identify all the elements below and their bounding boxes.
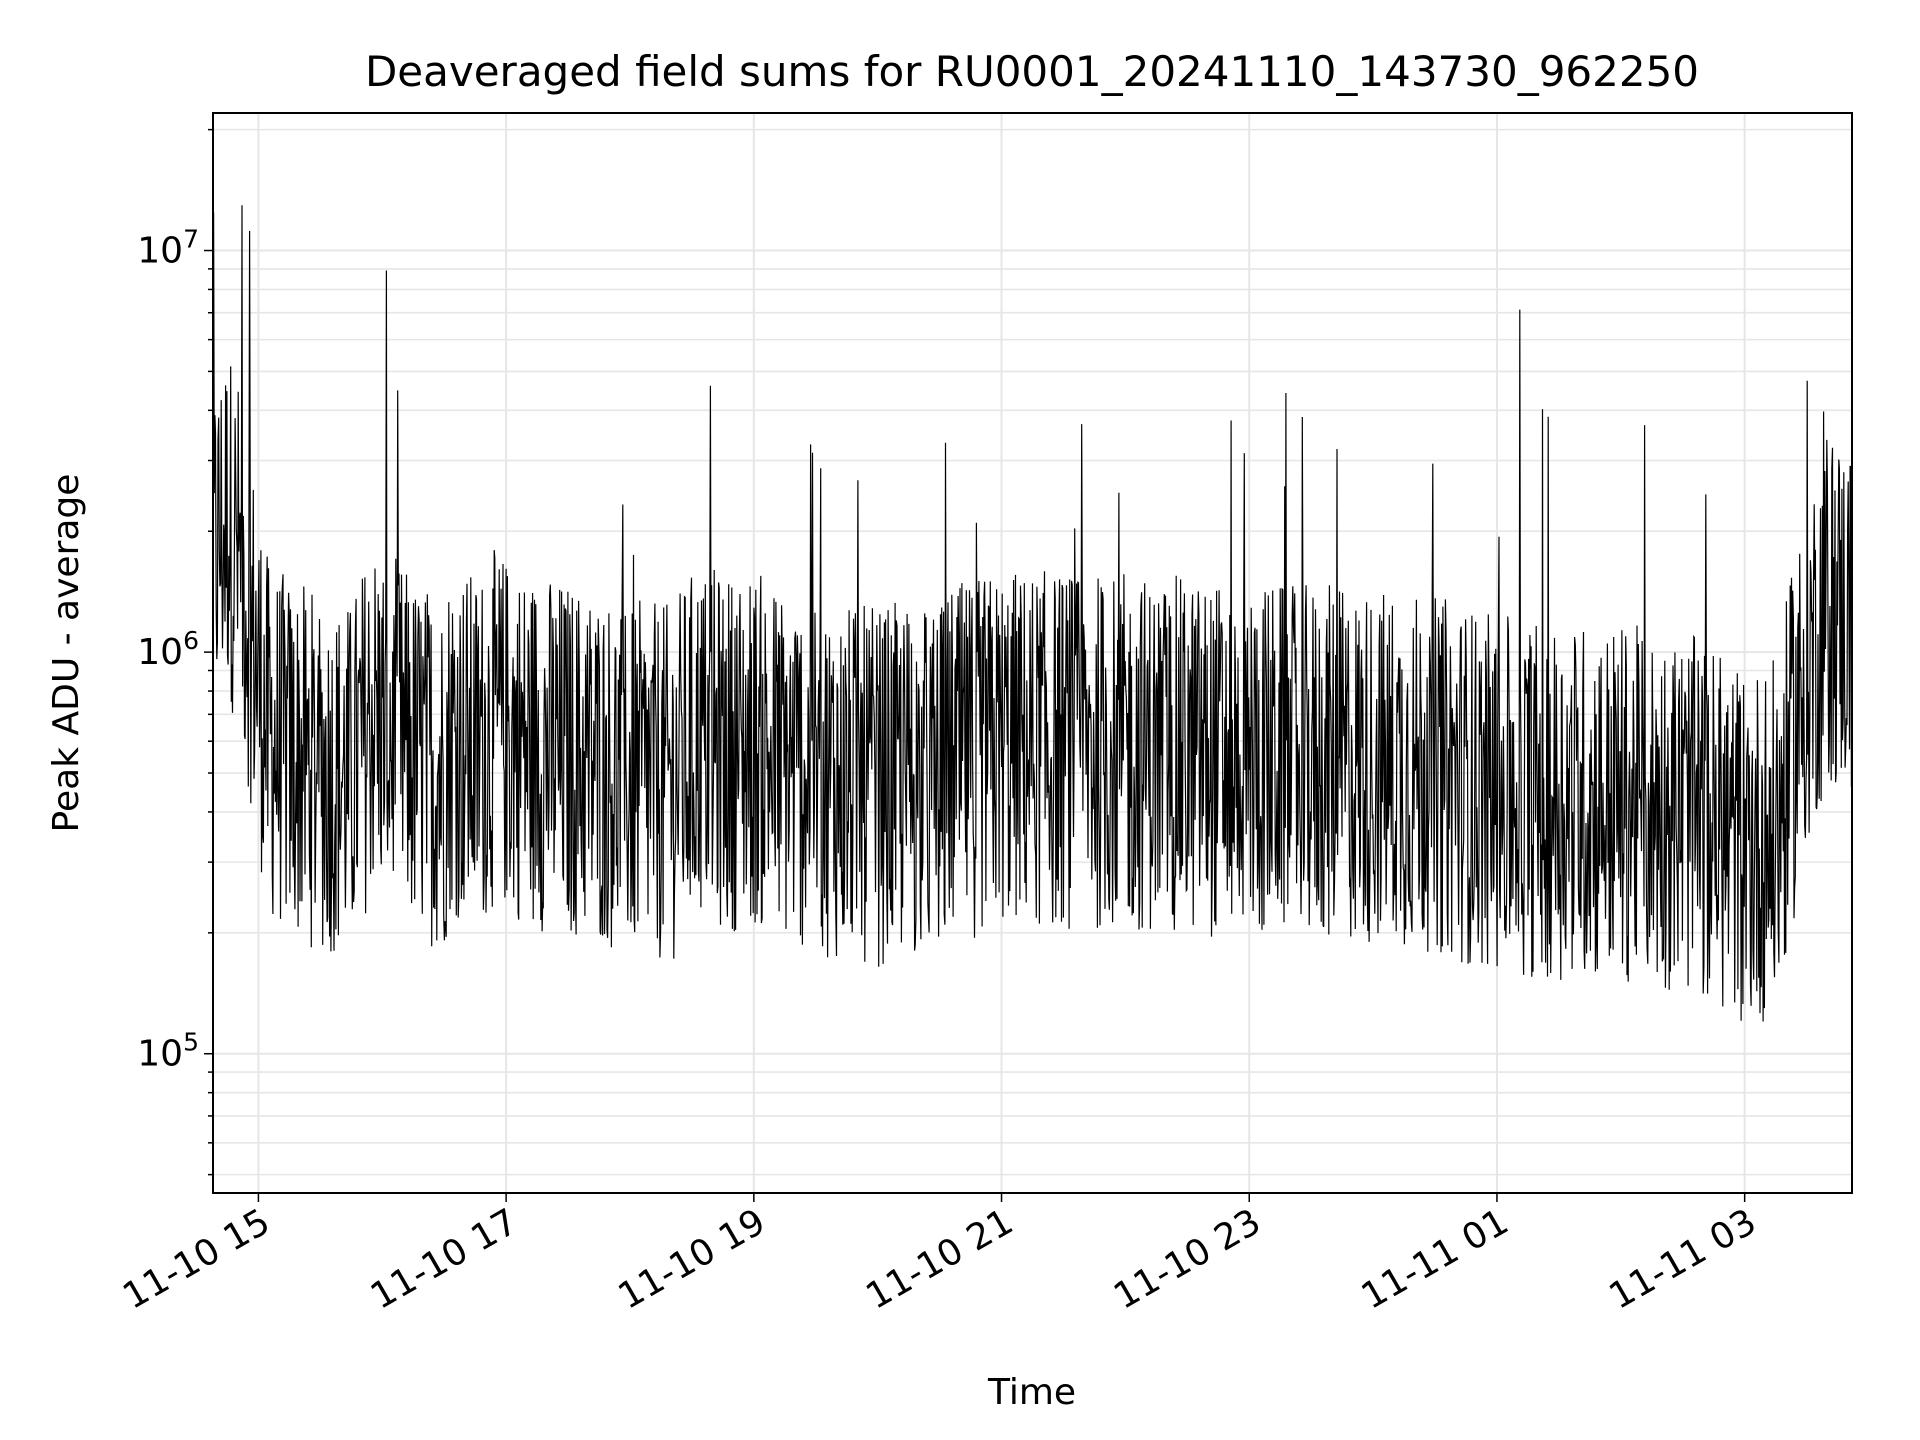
series-line [212, 205, 1853, 1022]
y-axis-label: Peak ADU - average [46, 474, 87, 833]
plot-frame [212, 112, 1853, 1194]
y-tick-label: 107 [137, 225, 199, 272]
y-tick-label: 106 [137, 626, 199, 673]
series-layer [212, 205, 1853, 1022]
x-axis-label: Time [987, 1372, 1076, 1413]
chart-title: Deaveraged field sums for RU0001_2024111… [365, 47, 1699, 96]
y-tick-label: 105 [137, 1028, 199, 1075]
